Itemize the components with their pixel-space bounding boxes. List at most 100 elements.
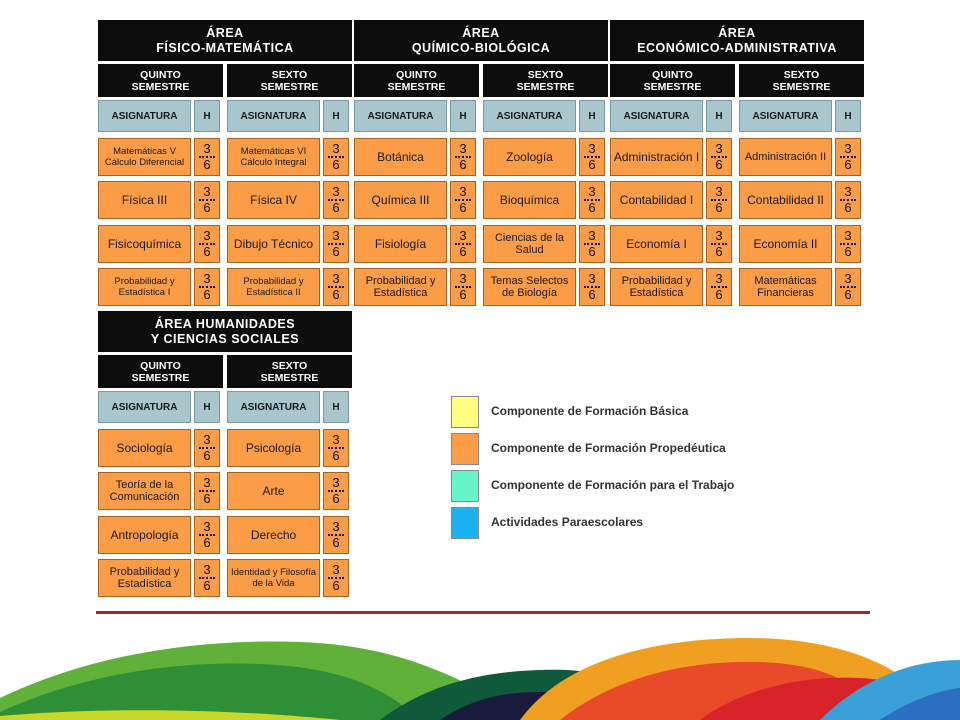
semester-word: QUINTO xyxy=(652,68,693,81)
hours-denominator: 6 xyxy=(455,156,471,172)
hours-numerator: 3 xyxy=(203,271,211,286)
area-title-line: FÍSICO-MATEMÁTICA xyxy=(156,40,294,55)
hours-denominator: 6 xyxy=(455,199,471,215)
hours-denominator: 6 xyxy=(711,243,727,259)
area-title-header: ÁREA HUMANIDADES Y CIENCIAS SOCIALES xyxy=(98,311,352,352)
subject-cell: Probabilidad y Estadística xyxy=(354,268,447,306)
hours-denominator: 6 xyxy=(199,447,215,463)
hours-denominator: 6 xyxy=(199,577,215,593)
hours-numerator: 3 xyxy=(203,475,211,490)
hours-denominator: 6 xyxy=(711,199,727,215)
hours-numerator: 3 xyxy=(715,271,723,286)
hours-numerator: 3 xyxy=(332,562,340,577)
subject-cell: Administración I xyxy=(610,138,703,176)
area-title-header: ÁREA FÍSICO-MATEMÁTICA xyxy=(98,20,352,61)
subject-cell: Antropología xyxy=(98,516,191,554)
semester-header-sexto: SEXTO SEMESTRE xyxy=(227,355,352,388)
hours-denominator: 6 xyxy=(584,243,600,259)
hours-numerator: 3 xyxy=(203,228,211,243)
hours-numerator: 3 xyxy=(332,271,340,286)
semester-word: SEMESTRE xyxy=(260,80,319,93)
column-header-h: H xyxy=(323,100,349,132)
hours-denominator: 6 xyxy=(584,199,600,215)
subject-cell: Zoología xyxy=(483,138,576,176)
semester-word: SEMESTRE xyxy=(643,80,702,93)
subject-cell: Física III xyxy=(98,181,191,219)
subject-cell: Física IV xyxy=(227,181,320,219)
hours-numerator: 3 xyxy=(588,141,596,156)
legend-label: Componente de Formación Propedéutica xyxy=(491,441,726,455)
semester-word: SEMESTRE xyxy=(131,371,190,384)
hours-denominator: 6 xyxy=(455,286,471,302)
area-title-line: ÁREA xyxy=(206,25,244,40)
column-header-h: H xyxy=(450,100,476,132)
hours-numerator: 3 xyxy=(203,519,211,534)
legend-label: Actividades Paraescolares xyxy=(491,515,644,529)
column-header-asignatura: ASIGNATURA xyxy=(227,100,320,132)
column-header-h: H xyxy=(194,100,220,132)
semester-header-sexto: SEXTO SEMESTRE xyxy=(739,64,864,97)
subject-cell: Química III xyxy=(354,181,447,219)
hours-denominator: 6 xyxy=(199,243,215,259)
subject-cell: Matemáticas VI Cálculo Integral xyxy=(227,138,320,176)
hours-denominator: 6 xyxy=(584,156,600,172)
hours-denominator: 6 xyxy=(840,286,856,302)
subject-cell: Contabilidad I xyxy=(610,181,703,219)
subject-cell: Probabilidad y Estadística I xyxy=(98,268,191,306)
hours-denominator: 6 xyxy=(328,490,344,506)
hours-numerator: 3 xyxy=(844,271,852,286)
hours-denominator: 6 xyxy=(199,156,215,172)
hours-denominator: 6 xyxy=(328,534,344,550)
subject-cell: Ciencias de la Salud xyxy=(483,225,576,263)
hours-denominator: 6 xyxy=(328,447,344,463)
area-title-line: Y CIENCIAS SOCIALES xyxy=(150,331,300,346)
subject-cell: Teoría de la Comunicación xyxy=(98,472,191,510)
hours-denominator: 6 xyxy=(584,286,600,302)
subject-cell: Matemáticas V Cálculo Diferencial xyxy=(98,138,191,176)
area-title-header: ÁREA ECONÓMICO-ADMINISTRATIVA xyxy=(610,20,864,61)
hours-numerator: 3 xyxy=(332,228,340,243)
subject-cell: Identidad y Filosofía de la Vida xyxy=(227,559,320,597)
subject-cell: Fisiología xyxy=(354,225,447,263)
hours-numerator: 3 xyxy=(203,432,211,447)
semester-header-quinto: QUINTO SEMESTRE xyxy=(354,64,479,97)
separator-line xyxy=(96,611,870,614)
hours-numerator: 3 xyxy=(715,141,723,156)
subject-cell: Administración II xyxy=(739,138,832,176)
subject-cell: Contabilidad II xyxy=(739,181,832,219)
legend-label: Componente de Formación para el Trabajo xyxy=(491,478,735,492)
semester-word: SEMESTRE xyxy=(260,371,319,384)
hours-numerator: 3 xyxy=(459,271,467,286)
hours-numerator: 3 xyxy=(332,141,340,156)
column-header-asignatura: ASIGNATURA xyxy=(98,391,191,423)
subject-cell: Economía II xyxy=(739,225,832,263)
subject-cell: Probabilidad y Estadística II xyxy=(227,268,320,306)
subject-cell: Bioquímica xyxy=(483,181,576,219)
hours-denominator: 6 xyxy=(455,243,471,259)
semester-word: QUINTO xyxy=(140,359,181,372)
hours-numerator: 3 xyxy=(588,271,596,286)
hours-denominator: 6 xyxy=(199,490,215,506)
column-header-asignatura: ASIGNATURA xyxy=(354,100,447,132)
area-title-line: ÁREA xyxy=(462,25,500,40)
column-header-asignatura: ASIGNATURA xyxy=(98,100,191,132)
hours-numerator: 3 xyxy=(459,184,467,199)
subject-cell: Botánica xyxy=(354,138,447,176)
semester-word: SEMESTRE xyxy=(131,80,190,93)
subject-cell: Economía I xyxy=(610,225,703,263)
column-header-h: H xyxy=(706,100,732,132)
